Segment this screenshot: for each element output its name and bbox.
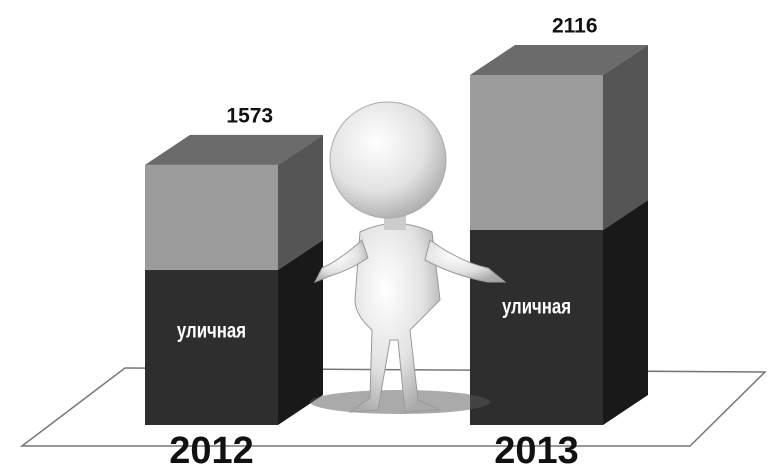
segment-label: уличная (177, 320, 246, 343)
x-tick-label: 2013 (494, 430, 579, 468)
x-tick-label: 2012 (169, 430, 254, 468)
chart: уличная уличная 1573 2012 2116 2013 (0, 0, 769, 468)
bar-side (603, 200, 648, 425)
total-label: 1573 (226, 104, 273, 127)
bar-segment (470, 75, 603, 230)
segment-label: уличная (502, 296, 571, 319)
bar-side (603, 45, 648, 230)
bar-segment (470, 230, 603, 425)
bar-segment (145, 165, 278, 270)
total-label: 2116 (552, 15, 598, 38)
bar-segment (145, 270, 278, 425)
bar-side (278, 240, 323, 425)
